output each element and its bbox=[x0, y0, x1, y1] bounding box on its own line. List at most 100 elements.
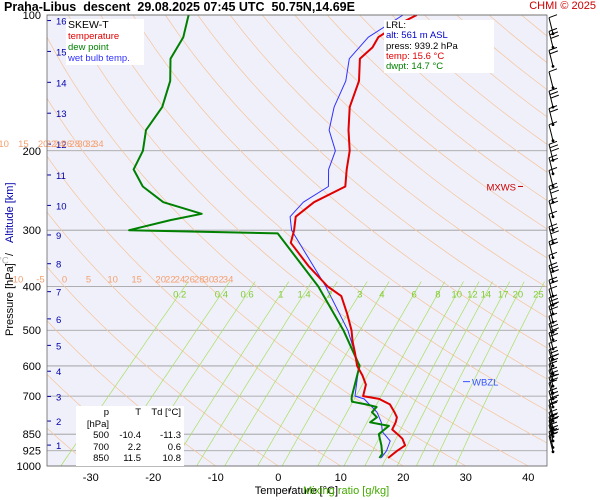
wind-barb-staff bbox=[548, 226, 554, 243]
wind-barb-dot bbox=[551, 338, 555, 342]
credit: CHMI © 2025 bbox=[529, 0, 596, 12]
wind-barb bbox=[548, 46, 559, 68]
mixing-ratio-line bbox=[281, 281, 390, 466]
wind-barb bbox=[548, 312, 558, 334]
isotherm-label: 34 bbox=[223, 275, 234, 286]
wind-barb-staff bbox=[548, 255, 554, 272]
x-tick-labels: -30 -20 -10 0 10 20 30 40 bbox=[83, 472, 535, 484]
wind-barb-staff bbox=[548, 108, 554, 125]
mixing-ratio-line bbox=[170, 281, 290, 466]
wind-barb-staff bbox=[548, 289, 554, 306]
x-tick-label: 20 bbox=[397, 472, 409, 484]
isotherm-label: 20 bbox=[38, 139, 49, 150]
dry-adiabat-line bbox=[47, 211, 341, 466]
altitude-tick-label: 7 bbox=[56, 288, 61, 299]
wind-barb-dot bbox=[551, 312, 555, 316]
table-cell: 0.6 bbox=[167, 441, 181, 453]
wind-barb-dot bbox=[551, 357, 555, 361]
wind-barb-flag bbox=[548, 339, 558, 344]
mixing-ratio-label: 0.6 bbox=[240, 290, 253, 301]
wind-barb bbox=[548, 140, 559, 162]
dry-adiabat-line bbox=[294, 15, 547, 230]
wind-barb-flag bbox=[549, 297, 559, 302]
altitude-tick-label: 9 bbox=[56, 231, 61, 242]
wind-barb-dot bbox=[551, 435, 555, 438]
table-header-td: Td [°C] bbox=[151, 407, 181, 418]
wind-barb-dot bbox=[551, 378, 555, 382]
wind-barb-dot bbox=[551, 384, 555, 388]
mixing-ratio-label: 4 bbox=[379, 290, 384, 301]
wind-barb-flag bbox=[550, 94, 559, 99]
wind-barb-flag bbox=[548, 251, 558, 256]
wind-barb-flag bbox=[548, 27, 558, 32]
wind-barb bbox=[548, 210, 558, 232]
wind-barb-flag bbox=[548, 46, 558, 51]
wind-barb-dot bbox=[551, 446, 555, 449]
isotherm-label: 30 bbox=[77, 139, 88, 150]
wind-barb-dot bbox=[551, 426, 555, 430]
lrl-alt: alt: 561 m ASL bbox=[386, 30, 448, 42]
chart-labels: -80 °C-70-60-50-40-30-20-10 °C0510152022… bbox=[0, 139, 544, 389]
dry-adiabat-line bbox=[132, 15, 547, 380]
pressure-tick-label: 500 bbox=[23, 325, 41, 337]
wind-barb-dot bbox=[551, 450, 555, 454]
x-tick-label: 40 bbox=[522, 472, 534, 484]
pressure-tick-label: 400 bbox=[23, 282, 41, 294]
wind-barb-dot bbox=[551, 139, 555, 143]
altitude-tick-label: 13 bbox=[56, 109, 67, 120]
wind-barb-flag bbox=[549, 144, 559, 149]
wind-barb bbox=[548, 87, 559, 109]
x-axis-label-temp: Temperature [°C] bbox=[255, 485, 338, 497]
wind-barb-staff bbox=[548, 144, 554, 161]
altitude-tick-label: 10 bbox=[56, 201, 67, 212]
wind-barb-flag bbox=[550, 34, 559, 39]
wind-barb-staff bbox=[548, 90, 554, 108]
table-row: 700 2.2 0.6 bbox=[79, 442, 181, 454]
isotherm-label: 32 bbox=[213, 275, 224, 286]
mixing-ratio-label: 1 bbox=[278, 290, 283, 301]
dry-adiabat-line bbox=[262, 15, 547, 259]
dry-adiabat-label: -10 °C bbox=[0, 255, 9, 266]
altitude-tick-label: 2 bbox=[56, 417, 61, 428]
wind-barb-flag bbox=[548, 14, 558, 19]
wind-barb bbox=[548, 14, 558, 36]
dry-adiabat-line bbox=[47, 36, 529, 466]
lrl-title: LRL: bbox=[386, 20, 407, 31]
x-axis-label-sep: / bbox=[288, 485, 292, 497]
dry-adiabat-line bbox=[47, 266, 279, 466]
temperature-line bbox=[289, 15, 418, 459]
altitude-tick-label: 4 bbox=[56, 367, 61, 378]
mixing-ratio-label: 1.4 bbox=[298, 290, 311, 301]
wind-barb-staff bbox=[548, 404, 554, 422]
wind-barb bbox=[548, 339, 558, 361]
wind-barb-flag bbox=[549, 265, 559, 270]
wind-barb-staff bbox=[548, 363, 554, 381]
mixing-ratio-line bbox=[364, 281, 464, 466]
table-cell: 850 bbox=[93, 453, 109, 464]
wind-barb-staff bbox=[548, 377, 554, 394]
wind-barb-flag bbox=[548, 238, 558, 243]
wind-barb-dot bbox=[551, 123, 555, 126]
legend-title: SKEW-T bbox=[68, 19, 109, 31]
dewpoint-line bbox=[128, 15, 390, 459]
mixing-ratio-label: 0.2 bbox=[173, 290, 186, 301]
table-cell: -10.4 bbox=[119, 430, 141, 441]
wind-barb-dot bbox=[551, 391, 555, 395]
table-cell: 10.8 bbox=[162, 453, 182, 464]
wind-barb-staff bbox=[548, 416, 554, 434]
wind-barb-staff bbox=[548, 200, 554, 217]
wind-barb bbox=[548, 68, 558, 90]
wind-barb-dot bbox=[551, 241, 555, 245]
wind-barb-staff bbox=[548, 279, 554, 297]
wbzl-label: WBZL bbox=[472, 378, 498, 389]
mxws-label: MXWS bbox=[486, 182, 516, 193]
wind-barb-dot bbox=[551, 86, 555, 90]
wind-barb-flag bbox=[548, 167, 558, 171]
table-cell: 700 bbox=[93, 441, 109, 453]
wind-barb-staff bbox=[548, 31, 554, 48]
wind-barb bbox=[548, 251, 558, 273]
altitude-tick-label: 12 bbox=[56, 140, 67, 151]
wind-barb bbox=[548, 197, 559, 219]
wind-barb-staff bbox=[548, 71, 554, 88]
wind-barb-staff bbox=[548, 343, 554, 360]
